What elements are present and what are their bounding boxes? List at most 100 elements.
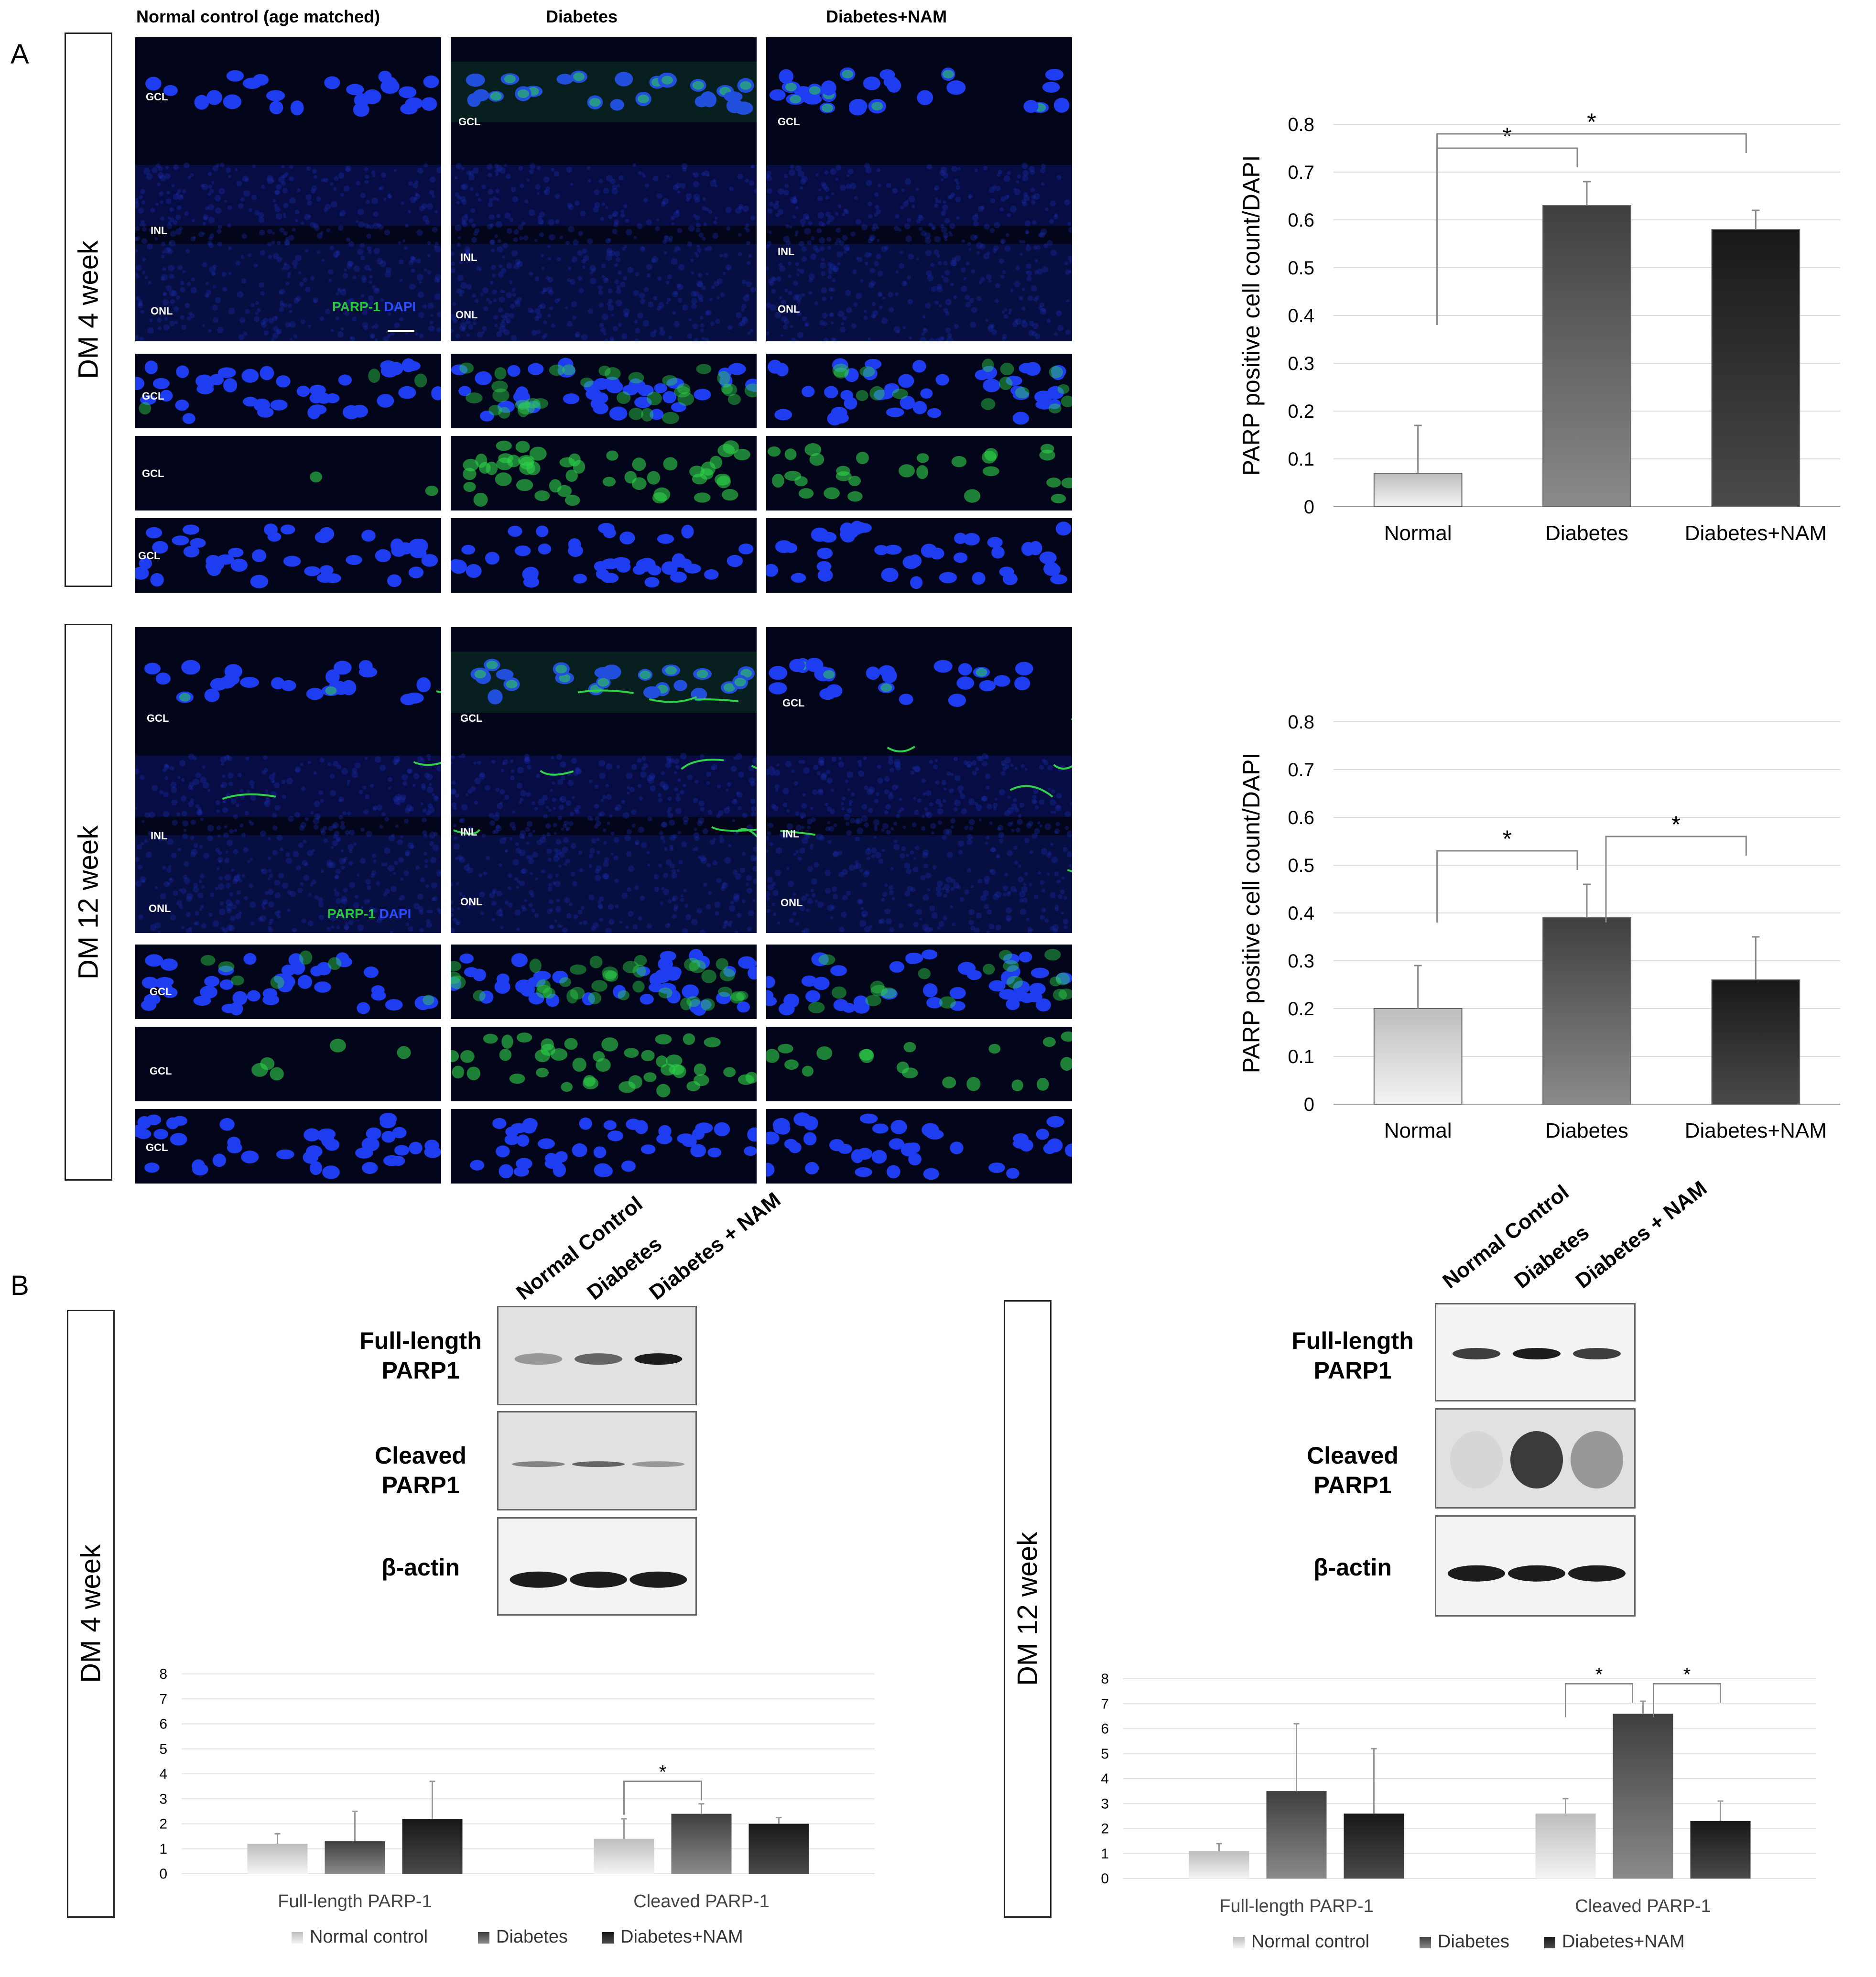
nucleus xyxy=(1005,375,1022,386)
nucleus-dot xyxy=(499,167,506,174)
nucleus-dot xyxy=(296,865,302,870)
nucleus-dot xyxy=(162,250,165,254)
nucleus-dot xyxy=(369,225,374,229)
nucleus-dot xyxy=(451,882,453,887)
nucleus-dot xyxy=(607,304,614,311)
nucleus-dot xyxy=(283,231,288,236)
blot-image xyxy=(1436,1410,1634,1507)
micrograph-4wk-normal-image xyxy=(135,70,441,341)
layer-label: GCL xyxy=(142,467,164,479)
nucleus-dot xyxy=(479,772,485,778)
nucleus-dot xyxy=(379,764,386,771)
nucleus-dot xyxy=(190,852,196,858)
nucleus-dot xyxy=(529,169,534,174)
nucleus-dot xyxy=(927,274,934,282)
nucleus-dot xyxy=(218,188,225,195)
nucleus-dot xyxy=(674,787,679,792)
nucleus-dot xyxy=(371,853,376,858)
nucleus-dot xyxy=(367,899,371,903)
nucleus-dot xyxy=(1005,764,1010,769)
nucleus-dot xyxy=(282,174,287,179)
nucleus xyxy=(737,1001,750,1013)
gcl-nucleus xyxy=(204,688,220,702)
nucleus-dot xyxy=(168,221,172,225)
nucleus-dot xyxy=(769,842,773,846)
nucleus-dot xyxy=(842,894,848,901)
nucleus-dot xyxy=(313,299,317,304)
nucleus-dot xyxy=(429,841,434,846)
nucleus-dot xyxy=(436,279,440,283)
nucleus-dot xyxy=(492,196,497,201)
nucleus-dot xyxy=(993,807,997,811)
parp-signal xyxy=(716,958,728,970)
nucleus-dot xyxy=(587,166,591,170)
nucleus-dot xyxy=(848,864,855,871)
y-tick-label: 0.8 xyxy=(1288,114,1314,135)
nucleus xyxy=(742,958,757,969)
nucleus-dot xyxy=(769,766,774,771)
nucleus xyxy=(160,390,173,402)
parp-signal xyxy=(602,477,616,487)
parp-signal xyxy=(799,488,814,499)
nucleus-dot xyxy=(591,267,596,272)
nucleus-dot xyxy=(334,875,338,880)
gcl-nucleus xyxy=(769,89,786,101)
nucleus-dot xyxy=(278,176,285,183)
nucleus-dot xyxy=(801,246,807,252)
nucleus-dot xyxy=(983,253,990,260)
parp-signal xyxy=(689,959,706,973)
nucleus-dot xyxy=(146,243,153,250)
strip-4wk-normal-parp: GCL xyxy=(135,436,441,511)
nucleus-dot xyxy=(663,889,670,895)
nucleus-dot xyxy=(535,308,541,314)
nucleus-dot xyxy=(936,286,943,293)
nucleus-dot xyxy=(142,223,146,227)
nucleus-dot xyxy=(801,760,805,764)
nucleus-dot xyxy=(830,168,837,175)
nucleus-dot xyxy=(193,756,197,760)
nucleus-dot xyxy=(273,204,278,207)
nucleus-dot xyxy=(546,832,551,837)
nucleus-dot xyxy=(519,849,526,857)
nucleus-dot xyxy=(822,222,826,227)
nucleus-dot xyxy=(827,262,833,267)
nucleus-dot xyxy=(906,199,909,203)
nucleus-dot xyxy=(925,250,932,257)
nucleus-dot xyxy=(168,249,174,254)
nucleus-dot xyxy=(666,280,670,284)
nucleus-dot xyxy=(281,779,286,784)
nucleus-dot xyxy=(774,784,780,789)
nucleus-dot xyxy=(877,183,881,187)
nucleus-dot xyxy=(274,206,281,212)
gcl-nucleus xyxy=(726,98,743,113)
nucleus-dot xyxy=(929,760,933,764)
nucleus-dot xyxy=(1013,188,1017,191)
parp-signal xyxy=(459,362,474,374)
nucleus-dot xyxy=(314,801,320,807)
nucleus-dot xyxy=(537,215,542,220)
nucleus-dot xyxy=(954,775,961,782)
nucleus-dot xyxy=(980,205,985,210)
nucleus-dot xyxy=(801,293,805,297)
nucleus xyxy=(840,390,853,401)
nucleus-dot xyxy=(885,918,892,924)
nucleus-dot xyxy=(826,220,830,225)
nucleus-dot xyxy=(468,218,474,223)
nucleus-dot xyxy=(202,324,205,327)
nucleus-dot xyxy=(227,223,231,228)
nucleus-dot xyxy=(561,775,565,781)
nucleus-dot xyxy=(451,755,455,760)
bar xyxy=(1344,1814,1404,1879)
nucleus-dot xyxy=(943,893,948,898)
nucleus-dot xyxy=(310,883,314,887)
nucleus-dot xyxy=(835,164,842,171)
nucleus-dot xyxy=(496,331,502,337)
layer-label: GCL xyxy=(150,1065,172,1077)
nucleus-dot xyxy=(746,281,752,287)
bar xyxy=(671,1814,732,1874)
nucleus xyxy=(871,1150,887,1164)
parp-signal xyxy=(701,998,715,1011)
nucleus-dot xyxy=(278,872,284,879)
nucleus-dot xyxy=(316,816,320,820)
nucleus xyxy=(788,1141,802,1153)
